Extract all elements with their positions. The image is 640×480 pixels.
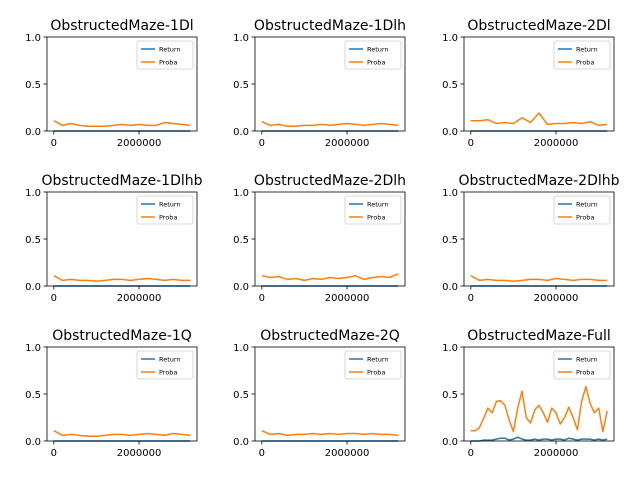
y-tick-label: 0.5 [442, 235, 458, 246]
y-tick-label: 0.0 [442, 437, 458, 448]
series-line-return [470, 436, 608, 442]
subplot-title: ObstructedMaze-2Dlhb [458, 173, 619, 189]
subplot-title: ObstructedMaze-1Dlh [254, 18, 406, 34]
x-tick-label: 2000000 [534, 448, 579, 459]
x-tick-label: 2000000 [117, 293, 162, 304]
y-tick-label: 1.0 [442, 343, 458, 354]
x-tick-label: 0 [259, 138, 265, 149]
y-tick-label: 0.5 [233, 390, 249, 401]
subplot-title: ObstructedMaze-2Q [260, 328, 400, 344]
subplot-3: ObstructedMaze-2Dl 0.0 0.5 1.0 0 2000000 Retur… [442, 18, 615, 149]
x-tick-label: 0 [51, 138, 57, 149]
y-tick-label: 0.0 [25, 127, 41, 138]
legend-label-return: Return [576, 356, 598, 364]
y-tick-label: 1.0 [442, 188, 458, 199]
series-line-proba [261, 120, 399, 128]
x-tick-label: 2000000 [117, 138, 162, 149]
series-line-proba [470, 385, 608, 433]
legend-label-proba: Proba [367, 59, 385, 67]
subplot-8: ObstructedMaze-2Q 0.0 0.5 1.0 0 2000000 Return… [233, 328, 406, 459]
series-line-proba [53, 430, 191, 438]
y-tick-label: 0.0 [25, 282, 41, 293]
subplot-2: ObstructedMaze-1Dlh 0.0 0.5 1.0 0 2000000 Retu… [233, 18, 406, 149]
legend-label-return: Return [159, 356, 181, 364]
y-tick-label: 0.0 [25, 437, 41, 448]
subplot-title: ObstructedMaze-1Dl [50, 18, 193, 34]
subplot-5: ObstructedMaze-2Dlh 0.0 0.5 1.0 0 2000000 Retu… [233, 173, 406, 304]
y-tick-label: 1.0 [25, 188, 41, 199]
y-tick-label: 1.0 [233, 33, 249, 44]
x-tick-label: 2000000 [325, 448, 370, 459]
y-tick-label: 1.0 [233, 343, 249, 354]
subplot-1: ObstructedMaze-1Dl 0.0 0.5 1.0 0 2000000 Retur… [25, 18, 198, 149]
x-tick-label: 0 [259, 293, 265, 304]
x-tick-label: 0 [259, 448, 265, 459]
y-tick-label: 1.0 [442, 33, 458, 44]
series-line-proba [470, 112, 608, 127]
subplot-7: ObstructedMaze-1Q 0.0 0.5 1.0 0 2000000 Return… [25, 328, 198, 459]
legend-label-proba: Proba [367, 214, 385, 222]
y-tick-label: 0.0 [233, 437, 249, 448]
x-tick-label: 2000000 [117, 448, 162, 459]
subplot-6: ObstructedMaze-2Dlhb 0.0 0.5 1.0 0 2000000 Ret… [442, 173, 620, 304]
series-line-proba [261, 273, 399, 282]
legend-label-return: Return [367, 46, 389, 54]
x-tick-label: 2000000 [534, 293, 579, 304]
legend-label-proba: Proba [159, 59, 177, 67]
x-tick-label: 2000000 [534, 138, 579, 149]
x-tick-label: 0 [468, 138, 474, 149]
y-tick-label: 0.5 [233, 235, 249, 246]
subplot-title: ObstructedMaze-Full [467, 328, 611, 344]
x-tick-label: 0 [468, 293, 474, 304]
y-tick-label: 1.0 [25, 343, 41, 354]
legend-label-proba: Proba [367, 369, 385, 377]
y-tick-label: 0.5 [442, 80, 458, 91]
y-tick-label: 0.0 [442, 282, 458, 293]
y-tick-label: 1.0 [25, 33, 41, 44]
legend-label-proba: Proba [159, 214, 177, 222]
subplot-title: ObstructedMaze-1Q [52, 328, 192, 344]
legend-label-return: Return [367, 356, 389, 364]
legend-label-return: Return [576, 46, 598, 54]
legend-label-return: Return [576, 201, 598, 209]
series-line-proba [261, 430, 399, 437]
x-tick-label: 2000000 [325, 138, 370, 149]
y-tick-label: 0.5 [25, 235, 41, 246]
legend-label-proba: Proba [159, 369, 177, 377]
y-tick-label: 0.0 [233, 282, 249, 293]
legend-label-return: Return [367, 201, 389, 209]
subplot-9: ObstructedMaze-Full 0.0 0.5 1.0 0 2000000 Retu… [442, 328, 615, 459]
legend-label-return: Return [159, 201, 181, 209]
series-line-proba [470, 275, 608, 283]
series-line-proba [53, 275, 191, 283]
legend-label-proba: Proba [576, 369, 594, 377]
legend-label-proba: Proba [576, 214, 594, 222]
series-line-proba [53, 120, 191, 128]
subplot-title: ObstructedMaze-2Dl [467, 18, 610, 34]
legend-label-return: Return [159, 46, 181, 54]
y-tick-label: 0.0 [233, 127, 249, 138]
y-tick-label: 1.0 [233, 188, 249, 199]
legend-label-proba: Proba [576, 59, 594, 67]
y-tick-label: 0.0 [442, 127, 458, 138]
y-tick-label: 0.5 [442, 390, 458, 401]
x-tick-label: 0 [51, 293, 57, 304]
x-tick-label: 2000000 [325, 293, 370, 304]
y-tick-label: 0.5 [25, 390, 41, 401]
x-tick-label: 0 [468, 448, 474, 459]
y-tick-label: 0.5 [25, 80, 41, 91]
subplot-4: ObstructedMaze-1Dlhb 0.0 0.5 1.0 0 2000000 Ret… [25, 173, 203, 304]
subplot-title: ObstructedMaze-1Dlhb [41, 173, 202, 189]
subplot-title: ObstructedMaze-2Dlh [254, 173, 406, 189]
x-tick-label: 0 [51, 448, 57, 459]
y-tick-label: 0.5 [233, 80, 249, 91]
